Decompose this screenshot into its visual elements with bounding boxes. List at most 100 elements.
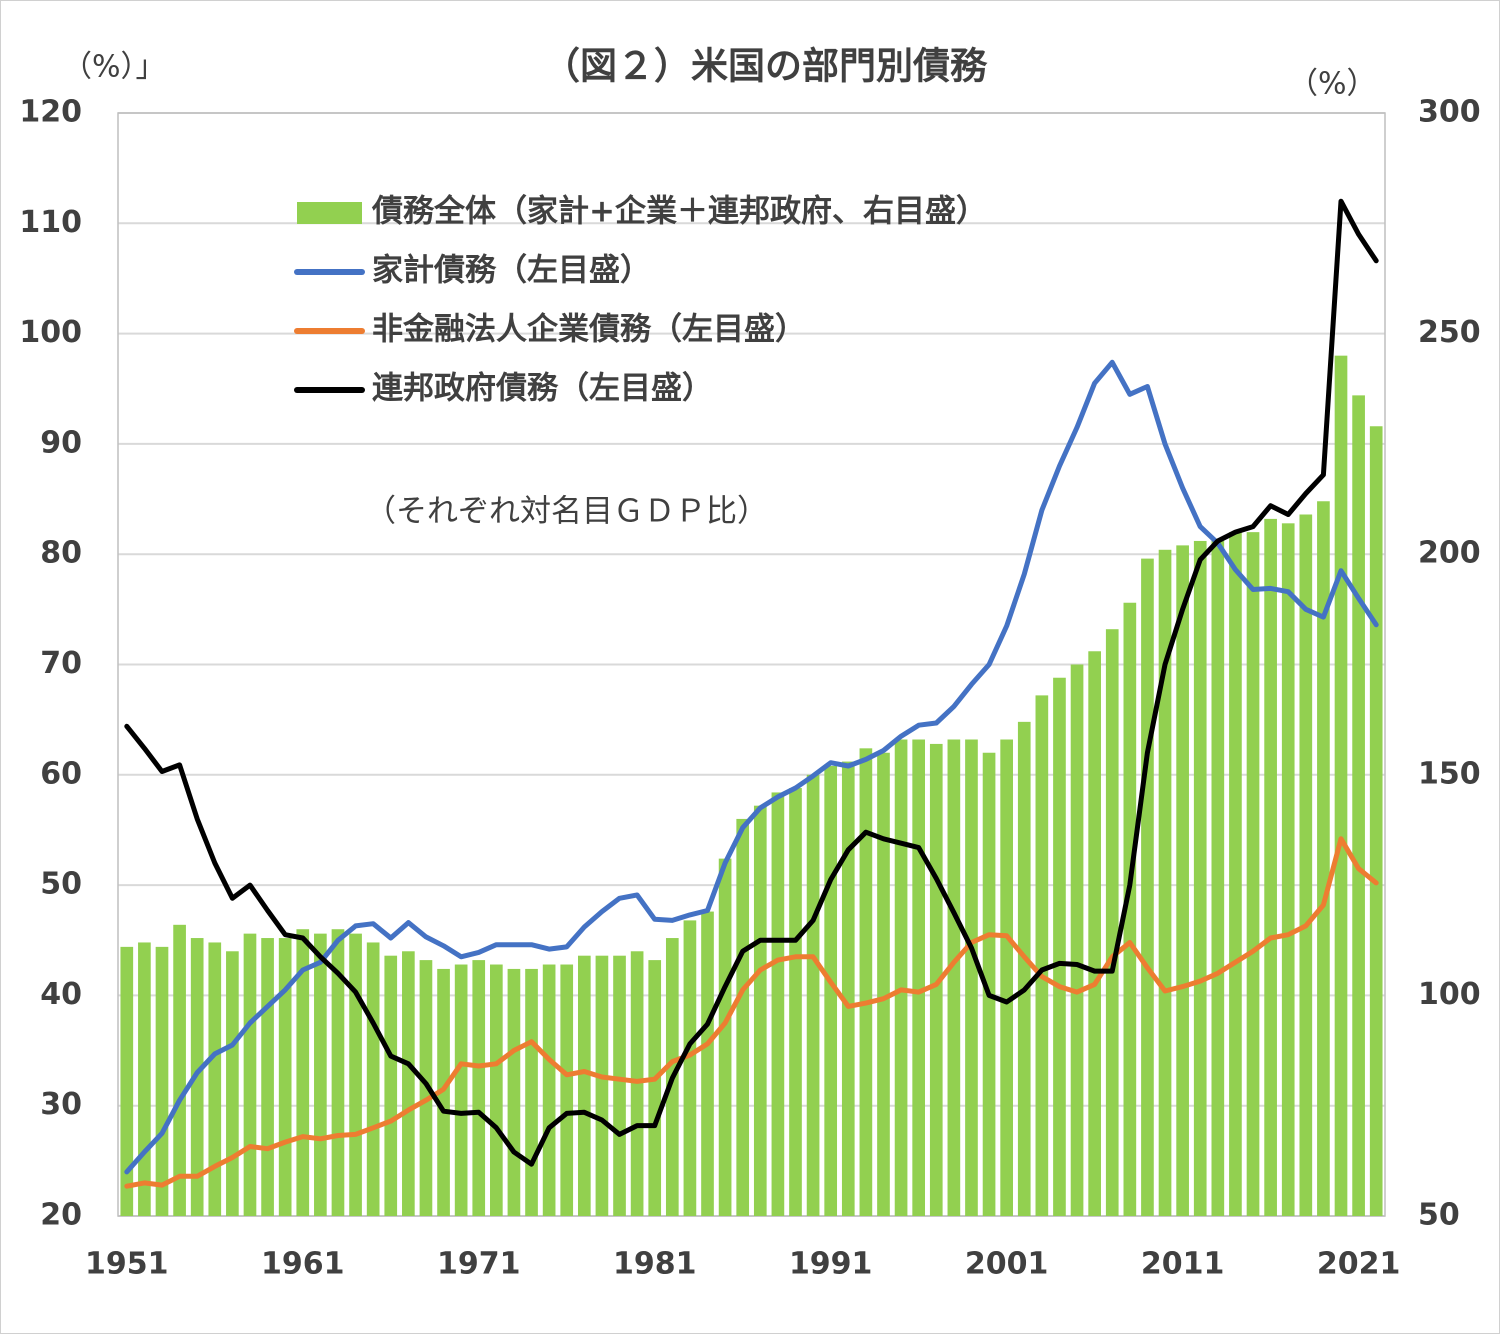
legend-label: 連邦政府債務（左目盛） (372, 371, 713, 407)
bar (1176, 545, 1189, 1216)
bar (1088, 651, 1101, 1216)
bar (859, 748, 873, 1216)
legend-label: 債務全体（家計+企業＋連邦政府、右目盛） (371, 194, 987, 230)
bar (1211, 540, 1225, 1216)
bar (349, 933, 362, 1216)
y2-axis-unit: （%） (1288, 67, 1377, 102)
y2-tick-label: 100 (1418, 977, 1481, 1012)
bar (753, 805, 767, 1216)
bar (208, 942, 222, 1216)
bar (789, 788, 802, 1216)
bar (595, 955, 609, 1216)
bar (1229, 532, 1242, 1216)
bar (841, 761, 855, 1216)
bar (1369, 426, 1383, 1216)
bar (1158, 549, 1172, 1216)
y-tick-label: 40 (40, 977, 82, 1012)
y-tick-label: 30 (40, 1087, 82, 1122)
bar (1299, 514, 1313, 1216)
bar (226, 951, 239, 1216)
bar (366, 942, 380, 1216)
x-tick-label: 1951 (85, 1247, 169, 1282)
bar (278, 938, 292, 1216)
bar (701, 911, 714, 1216)
x-tick-label: 2001 (965, 1247, 1049, 1282)
bar (806, 774, 820, 1216)
y2-tick-label: 200 (1418, 536, 1481, 571)
x-tick-label: 1981 (613, 1247, 697, 1282)
bar (296, 929, 310, 1216)
bar (982, 752, 996, 1216)
x-tick-label: 1991 (789, 1247, 873, 1282)
y-tick-label: 70 (40, 646, 82, 681)
y-tick-label: 60 (40, 756, 82, 791)
plot-frame (117, 112, 1386, 1217)
bar (877, 752, 890, 1216)
bar (577, 955, 591, 1216)
bar (542, 964, 556, 1216)
x-tick-label: 1971 (437, 1247, 521, 1282)
line (124, 836, 1379, 1189)
bar (1352, 395, 1365, 1216)
y2-tick-label: 250 (1418, 315, 1481, 350)
bar (1246, 532, 1260, 1216)
chart-title: （図２）米国の部門別債務 (543, 45, 988, 88)
bar (1105, 629, 1119, 1216)
y-tick-label: 100 (19, 315, 82, 350)
bar (1317, 501, 1330, 1217)
line (124, 198, 1379, 1167)
bar (138, 942, 151, 1216)
bar (437, 968, 450, 1216)
bar (155, 946, 169, 1216)
y2-tick-label: 150 (1418, 756, 1481, 791)
bar (929, 743, 943, 1216)
bar (1334, 355, 1348, 1216)
bar (1264, 518, 1277, 1216)
bar (718, 858, 732, 1216)
bar (1000, 739, 1013, 1216)
y-tick-label: 110 (19, 205, 82, 240)
bar (384, 955, 398, 1216)
bar (771, 792, 785, 1216)
bar (490, 964, 503, 1216)
bar (894, 739, 908, 1216)
y2-tick-label: 50 (1418, 1198, 1460, 1233)
y-axis-unit: （%）」 (62, 50, 166, 85)
y-tick-label: 80 (40, 536, 82, 571)
bar (507, 968, 521, 1216)
legend-label: 家計債務（左目盛） (372, 253, 651, 289)
bar (1017, 721, 1031, 1216)
line (124, 359, 1379, 1175)
bar (173, 924, 186, 1216)
annotation: （それぞれ対名目ＧＤＰ比） (365, 494, 768, 530)
bar (454, 964, 468, 1216)
y-tick-label: 120 (19, 95, 82, 130)
bar (261, 938, 274, 1216)
legend-swatch (297, 202, 362, 224)
bar (947, 739, 961, 1216)
bar (736, 818, 750, 1216)
bar (912, 739, 926, 1216)
bar (1141, 558, 1154, 1216)
bar (613, 955, 626, 1216)
bar (560, 964, 574, 1216)
bar (683, 920, 697, 1216)
y-tick-label: 20 (40, 1198, 82, 1233)
bar (331, 929, 345, 1216)
y-tick-label: 90 (40, 425, 82, 460)
y-tick-label: 50 (40, 867, 82, 902)
bar (965, 739, 978, 1216)
bar (1035, 695, 1049, 1216)
bar (1123, 602, 1137, 1216)
bar (1070, 664, 1084, 1216)
bar (314, 933, 327, 1216)
y2-tick-label: 300 (1418, 95, 1481, 130)
bar (472, 960, 486, 1216)
bar (402, 951, 415, 1216)
bar (1193, 540, 1207, 1216)
bar (243, 933, 257, 1216)
bar (1281, 523, 1295, 1216)
x-tick-label: 1961 (261, 1247, 345, 1282)
x-tick-label: 2011 (1141, 1247, 1225, 1282)
